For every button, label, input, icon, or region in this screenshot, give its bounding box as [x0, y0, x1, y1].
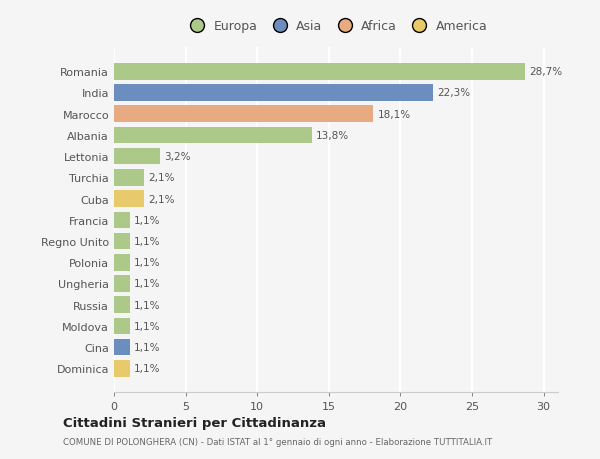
Text: 3,2%: 3,2% [164, 152, 191, 162]
Text: 1,1%: 1,1% [134, 236, 161, 246]
Text: 1,1%: 1,1% [134, 279, 161, 289]
Text: COMUNE DI POLONGHERA (CN) - Dati ISTAT al 1° gennaio di ogni anno - Elaborazione: COMUNE DI POLONGHERA (CN) - Dati ISTAT a… [63, 437, 492, 446]
Bar [114, 275, 130, 292]
Text: 22,3%: 22,3% [437, 88, 471, 98]
Bar [114, 212, 130, 229]
Text: 28,7%: 28,7% [529, 67, 562, 77]
Legend: Europa, Asia, Africa, America: Europa, Asia, Africa, America [179, 15, 493, 38]
Text: 18,1%: 18,1% [377, 109, 410, 119]
Bar [114, 149, 160, 165]
Text: 2,1%: 2,1% [148, 194, 175, 204]
Bar [114, 254, 130, 271]
Bar [114, 127, 311, 144]
Bar [114, 106, 373, 123]
Bar [114, 85, 433, 101]
Text: 1,1%: 1,1% [134, 215, 161, 225]
Bar [114, 64, 525, 80]
Bar [114, 360, 130, 377]
Text: 1,1%: 1,1% [134, 257, 161, 268]
Bar [114, 339, 130, 356]
Text: Cittadini Stranieri per Cittadinanza: Cittadini Stranieri per Cittadinanza [63, 416, 326, 429]
Text: 1,1%: 1,1% [134, 300, 161, 310]
Text: 1,1%: 1,1% [134, 321, 161, 331]
Bar [114, 297, 130, 313]
Text: 1,1%: 1,1% [134, 364, 161, 374]
Text: 2,1%: 2,1% [148, 173, 175, 183]
Bar [114, 318, 130, 335]
Text: 1,1%: 1,1% [134, 342, 161, 353]
Bar [114, 191, 144, 207]
Text: 13,8%: 13,8% [316, 131, 349, 140]
Bar [114, 170, 144, 186]
Bar [114, 233, 130, 250]
